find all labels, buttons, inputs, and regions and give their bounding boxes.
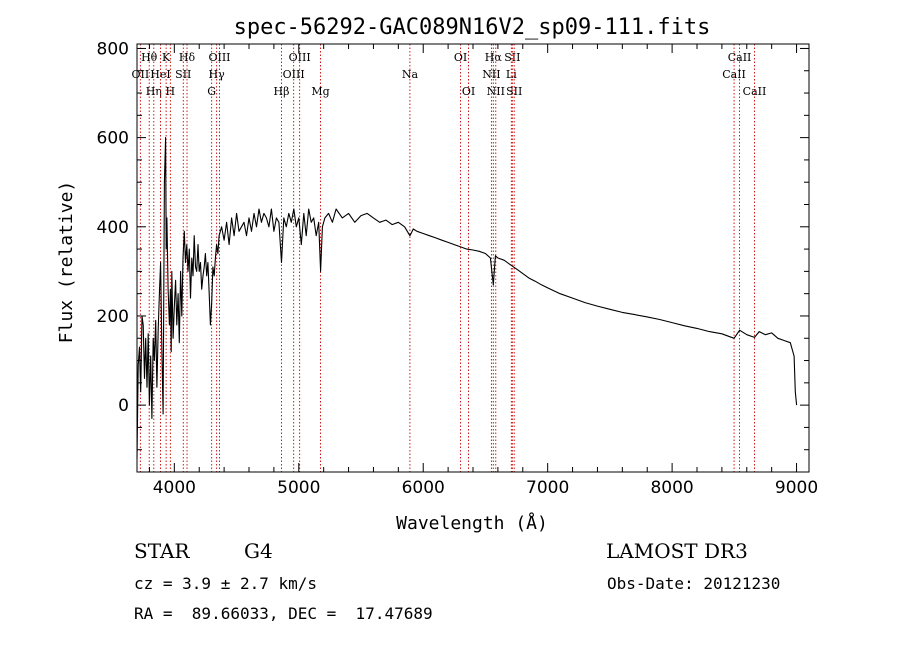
- line-marker-label: SII: [504, 51, 520, 64]
- line-marker-label: CaII: [728, 51, 752, 64]
- axis-ticks: 4000 5000 6000 7000 8000 9000 0 200 400 600 800: [97, 39, 819, 498]
- line-marker-label: SII: [506, 85, 522, 98]
- x-tick-label: 9000: [775, 478, 818, 498]
- line-marker-label: H: [166, 85, 176, 98]
- line-marker-label: Hγ: [209, 68, 226, 81]
- coordinates: RA = 89.66033, DEC = 17.47689: [134, 604, 433, 623]
- line-marker-label: CaII: [743, 85, 767, 98]
- x-axis-label: Wavelength (Å): [396, 512, 548, 534]
- line-markers: OII Hθ Hη HeI K H SII Hδ G Hγ OIII Hβ OIII OIII Mg Na OI…: [132, 44, 767, 472]
- object-class: STAR: [134, 539, 190, 563]
- y-tick-label: 600: [97, 129, 129, 149]
- x-tick-label: 8000: [650, 478, 693, 498]
- line-marker-label: Mg: [311, 85, 329, 98]
- survey-name: LAMOST DR3: [606, 539, 748, 563]
- line-marker-label: Hδ: [179, 51, 196, 64]
- redshift-text: cz = 3.9 ± 2.7 km/s: [134, 574, 318, 593]
- chart-title: spec-56292-GAC089N16V2_sp09-111.fits: [234, 15, 711, 40]
- line-marker-label: G: [207, 85, 216, 98]
- line-marker-label: OIII: [283, 68, 305, 81]
- line-marker-label: NII: [487, 85, 505, 98]
- line-marker-label: Hβ: [274, 85, 290, 98]
- spectrum-line: [136, 137, 798, 459]
- line-marker-label: Na: [402, 68, 419, 81]
- line-marker-label: OI: [462, 85, 475, 98]
- y-tick-label: 400: [97, 218, 129, 238]
- plot-frame: [136, 43, 810, 473]
- line-marker-label: Hα: [485, 51, 503, 64]
- y-axis-label: Flux (relative): [56, 181, 77, 344]
- line-marker-label: CaII: [722, 68, 746, 81]
- line-marker-label: OI: [454, 51, 467, 64]
- line-marker-label: OII: [132, 68, 150, 81]
- line-marker-label: HeI: [150, 68, 170, 81]
- line-marker-label: Hθ: [141, 51, 158, 64]
- x-tick-label: 5000: [277, 478, 320, 498]
- line-marker-label: Hη: [146, 85, 162, 98]
- y-tick-label: 200: [97, 307, 129, 327]
- line-marker-label: NII: [482, 68, 500, 81]
- line-marker-label: OIII: [208, 51, 230, 64]
- line-marker-label: Li: [506, 68, 517, 81]
- x-tick-label: 6000: [402, 478, 445, 498]
- x-tick-label: 4000: [153, 478, 196, 498]
- x-tick-label: 7000: [526, 478, 569, 498]
- y-tick-label: 800: [97, 39, 129, 59]
- line-marker-label: K: [162, 51, 171, 64]
- line-marker-label: OIII: [289, 51, 311, 64]
- object-subclass: G4: [244, 539, 273, 563]
- y-tick-label: 0: [118, 396, 129, 416]
- obs-date: Obs-Date: 20121230: [607, 574, 781, 593]
- line-marker-label: SII: [175, 68, 191, 81]
